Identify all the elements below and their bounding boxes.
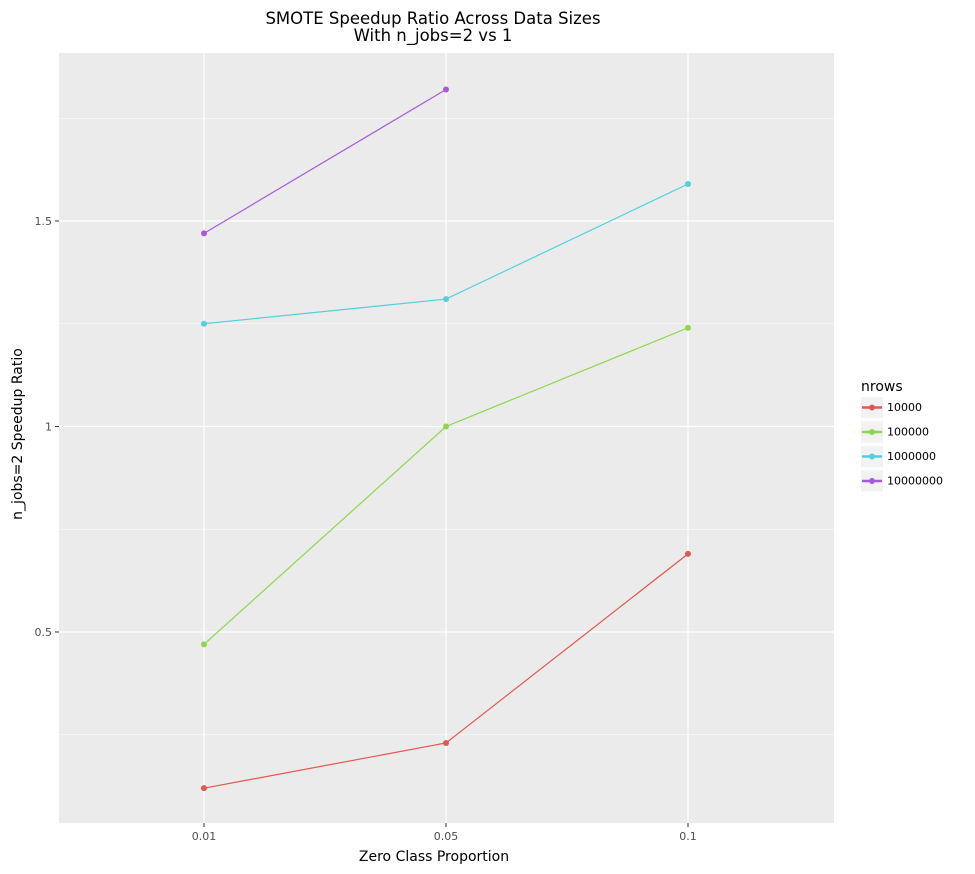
data-point xyxy=(443,86,449,93)
chart-subtitle: With n_jobs=2 vs 1 xyxy=(354,26,513,46)
x-axis-ticks: 0.01 0.05 0.1 xyxy=(192,823,697,843)
series-10000000 xyxy=(201,86,449,237)
data-point xyxy=(443,739,449,746)
legend-item-1000000: 1000000 xyxy=(861,446,936,467)
legend-label: 10000000 xyxy=(887,475,943,488)
series-1000000 xyxy=(201,181,691,327)
legend-label: 1000000 xyxy=(887,450,936,463)
data-point xyxy=(443,296,449,303)
y-axis-title: n_jobs=2 Speedup Ratio xyxy=(10,348,26,520)
data-series xyxy=(201,86,691,792)
series-100000 xyxy=(201,324,691,648)
data-point xyxy=(201,230,207,237)
data-point xyxy=(685,550,691,557)
x-tick-label: 0.1 xyxy=(679,830,697,843)
y-tick-label: 1 xyxy=(45,421,52,434)
legend-point-icon xyxy=(869,429,875,435)
y-tick-label: 0.5 xyxy=(35,626,53,639)
data-point xyxy=(685,181,691,188)
series-10000 xyxy=(201,550,691,792)
series-line xyxy=(203,88,447,234)
data-point xyxy=(443,423,449,430)
legend-label: 100000 xyxy=(887,426,929,439)
data-point xyxy=(201,641,207,648)
x-tick-label: 0.01 xyxy=(192,830,217,843)
data-point xyxy=(685,324,691,331)
legend-item-10000: 10000 xyxy=(861,397,922,418)
legend-point-icon xyxy=(869,453,875,460)
data-point xyxy=(201,320,207,327)
x-tick-label: 0.05 xyxy=(434,830,459,843)
y-tick-label: 1.5 xyxy=(35,215,53,228)
legend-point-icon xyxy=(869,478,875,484)
legend-point-icon xyxy=(869,404,875,411)
legend-item-100000: 100000 xyxy=(861,421,929,443)
legend: nrows 10000 100000 1000000 10000000 xyxy=(861,379,943,492)
y-axis-ticks: 0.5 1 1.5 xyxy=(35,215,59,639)
legend-item-10000000: 10000000 xyxy=(861,470,943,492)
legend-title: nrows xyxy=(861,379,903,395)
chart-title: SMOTE Speedup Ratio Across Data Sizes xyxy=(265,9,600,28)
x-axis-title: Zero Class Proportion xyxy=(359,849,509,865)
data-point xyxy=(201,785,207,792)
legend-label: 10000 xyxy=(887,401,922,414)
